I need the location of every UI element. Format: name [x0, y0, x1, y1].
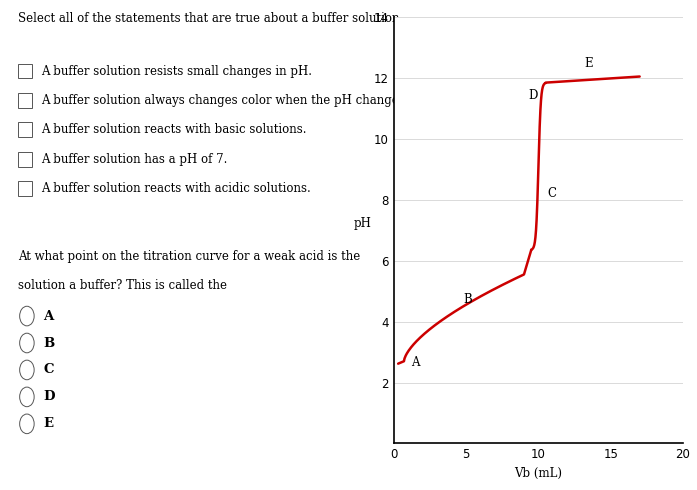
Text: Select all of the statements that are true about a buffer solution.: Select all of the statements that are tr…: [18, 12, 403, 25]
Circle shape: [20, 333, 34, 353]
Bar: [18, 181, 31, 196]
Circle shape: [20, 306, 34, 326]
Text: B: B: [464, 294, 472, 306]
Bar: [18, 152, 31, 167]
Text: A buffer solution reacts with basic solutions.: A buffer solution reacts with basic solu…: [40, 123, 306, 136]
Text: A: A: [411, 356, 420, 369]
Text: D: D: [43, 391, 54, 403]
Text: B: B: [43, 337, 54, 349]
Text: At what point on the titration curve for a weak acid is the: At what point on the titration curve for…: [18, 250, 360, 263]
Bar: [18, 122, 31, 137]
Y-axis label: pH: pH: [354, 217, 372, 230]
Text: A buffer solution has a pH of 7.: A buffer solution has a pH of 7.: [40, 153, 227, 166]
Text: E: E: [43, 417, 53, 430]
Bar: [18, 64, 31, 78]
Circle shape: [20, 414, 34, 434]
Circle shape: [20, 360, 34, 380]
Bar: [18, 93, 31, 108]
Text: A: A: [43, 310, 54, 322]
Circle shape: [20, 387, 34, 407]
Text: C: C: [547, 187, 556, 200]
Text: A buffer solution resists small changes in pH.: A buffer solution resists small changes …: [40, 65, 312, 77]
Text: E: E: [585, 57, 593, 71]
Text: C: C: [43, 364, 54, 376]
X-axis label: Vb (mL): Vb (mL): [514, 467, 562, 480]
Text: D: D: [528, 89, 537, 102]
Text: A buffer solution reacts with acidic solutions.: A buffer solution reacts with acidic sol…: [40, 182, 310, 195]
Text: A buffer solution always changes color when the pH changes.: A buffer solution always changes color w…: [40, 94, 408, 107]
Text: solution a buffer? This is called the: solution a buffer? This is called the: [18, 279, 231, 293]
